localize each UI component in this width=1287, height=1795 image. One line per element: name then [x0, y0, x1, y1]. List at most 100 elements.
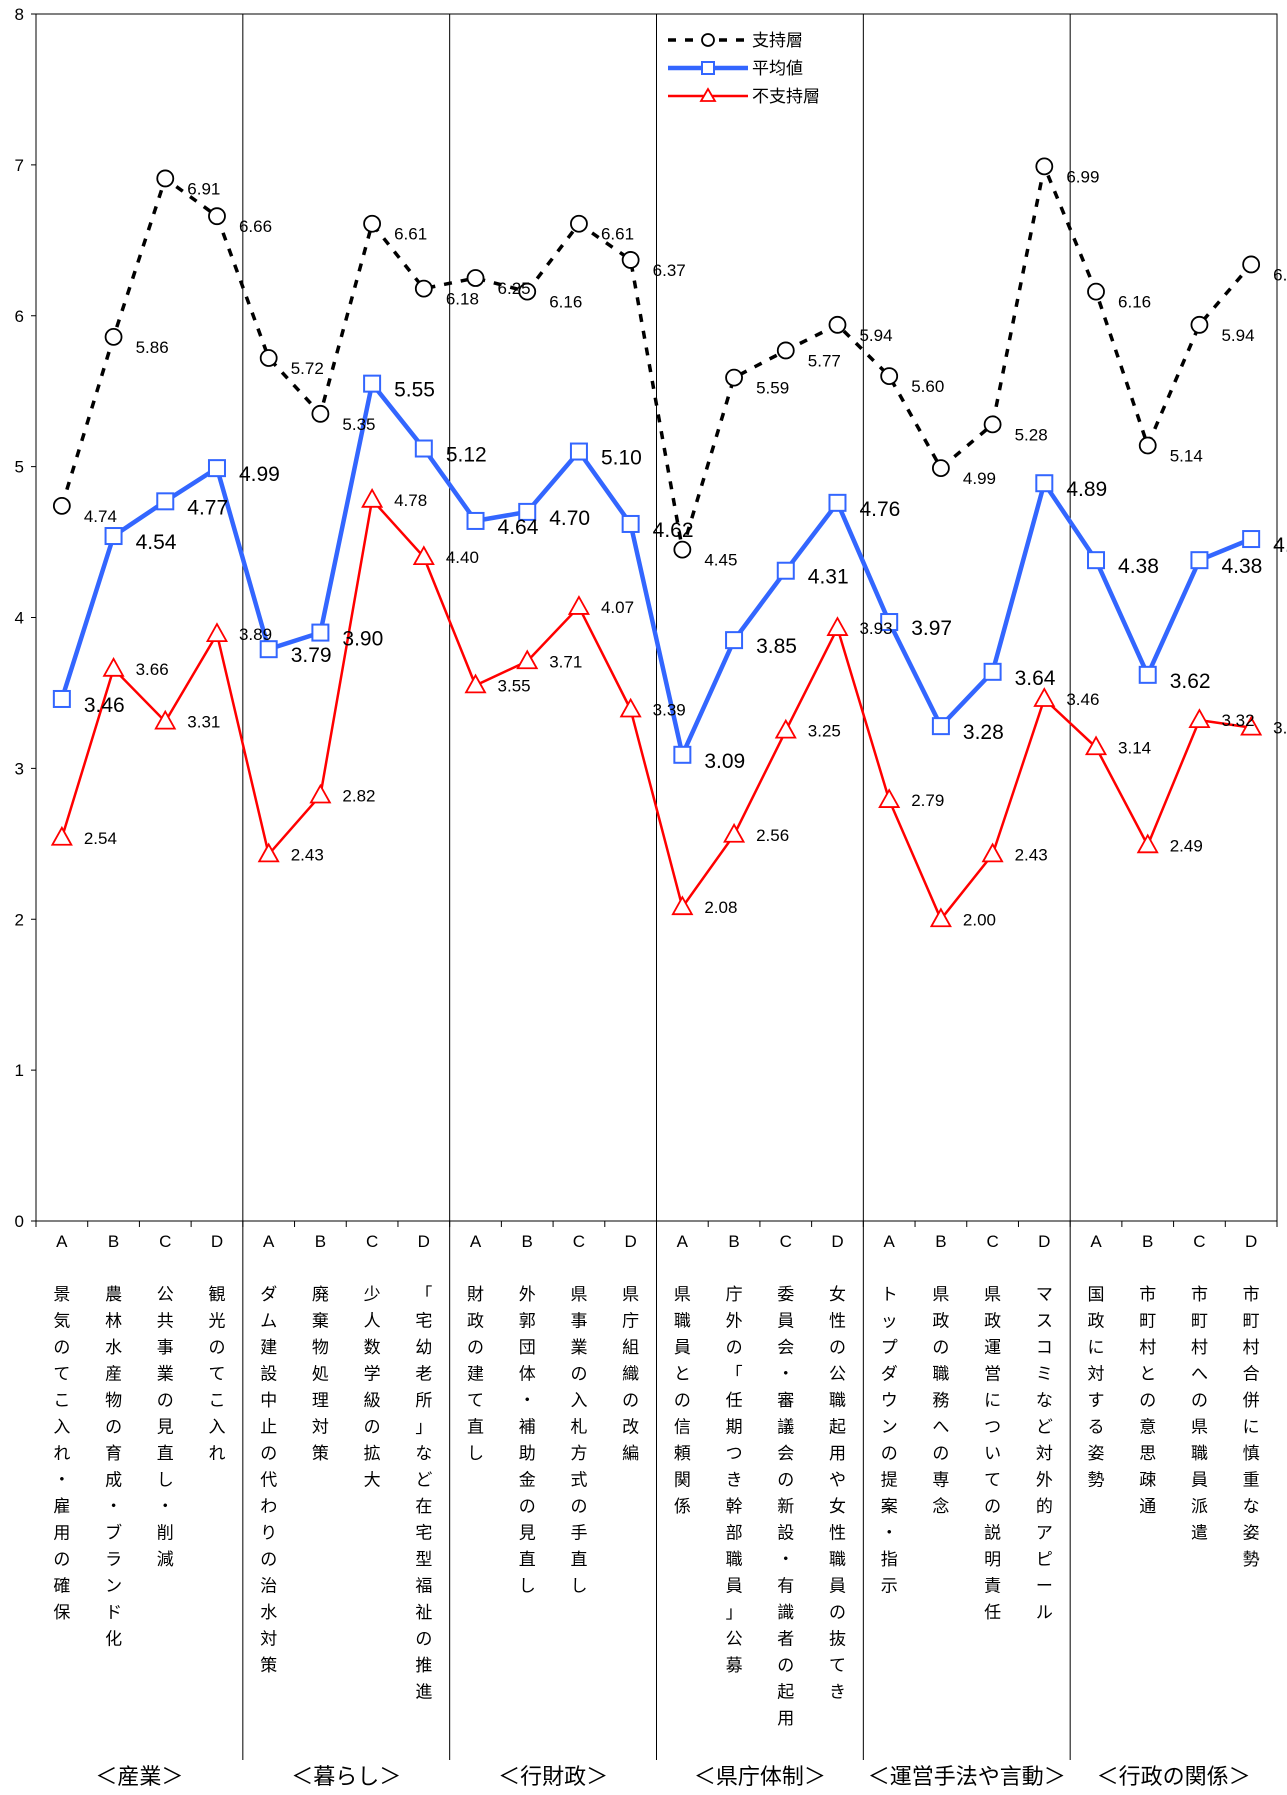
- point-nonsupport: [257, 842, 280, 863]
- data-label-average: 5.55: [394, 379, 435, 402]
- point-support: [414, 279, 433, 298]
- category-label: 県政運営についての説明責任: [984, 1285, 1001, 1623]
- data-label-average: 4.38: [1221, 555, 1262, 578]
- category-label: 庁外の「任期つき幹部職員」公募: [726, 1285, 743, 1676]
- data-label-nonsupport: 3.31: [187, 713, 220, 732]
- point-average: [104, 527, 123, 546]
- x-axis: A B C D A B C D A B C D A B C D A B C D A B C D 景気のてこ入れ・雇用の確保 農林水…: [35, 1221, 1278, 1790]
- x-tick-label: A: [56, 1232, 68, 1251]
- point-nonsupport: [981, 842, 1004, 863]
- point-average: [259, 640, 278, 659]
- category-label: 市町村合併に慎重な姿勢: [1243, 1285, 1260, 1570]
- point-nonsupport: [878, 788, 901, 808]
- y-tick-label: 1: [15, 1061, 24, 1080]
- point-support: [621, 251, 640, 269]
- x-tick-label: B: [108, 1232, 119, 1251]
- point-average: [207, 459, 226, 478]
- legend-support-marker: [701, 33, 715, 47]
- point-average: [1087, 551, 1106, 570]
- category-label: トップダウンの提案・指示: [881, 1285, 898, 1597]
- data-label-support: 4.45: [704, 551, 737, 570]
- category-label: 県事業の入札方式の手直し: [570, 1285, 587, 1597]
- category-label: 廃棄物処理対策: [312, 1285, 329, 1464]
- data-label-nonsupport: 2.00: [963, 910, 996, 929]
- point-nonsupport: [205, 622, 229, 642]
- category-label: 委員会・審議会の新設・有識者の起用: [777, 1285, 794, 1729]
- data-label-average: 3.64: [1015, 667, 1056, 690]
- data-label-average: 4.54: [136, 531, 177, 554]
- y-tick-label: 6: [15, 307, 24, 326]
- data-label-average: 3.90: [342, 628, 383, 651]
- legend-support-label: 支持層: [752, 31, 803, 51]
- x-tick-label: C: [573, 1232, 585, 1251]
- group-label: ＜産業＞: [95, 1765, 183, 1790]
- point-nonsupport: [774, 718, 797, 739]
- point-nonsupport: [1084, 735, 1108, 756]
- point-support: [104, 327, 123, 346]
- data-label-support: 5.14: [1170, 447, 1203, 466]
- point-nonsupport: [619, 697, 642, 718]
- data-label-support: 4.99: [963, 469, 996, 488]
- series-line-support: [60, 160, 1253, 551]
- point-support: [570, 214, 588, 233]
- data-label-average: 4.70: [549, 507, 590, 530]
- point-average: [880, 613, 899, 632]
- point-support: [673, 540, 692, 559]
- category-label: 観光のてこ入れ: [208, 1285, 225, 1464]
- data-label-nonsupport: 2.54: [84, 829, 117, 848]
- category-label: 市町村との意思疎通: [1139, 1285, 1156, 1517]
- point-support: [725, 368, 743, 387]
- point-average: [156, 492, 175, 511]
- point-support: [518, 282, 537, 301]
- point-average: [828, 493, 847, 512]
- point-average: [466, 511, 485, 530]
- data-label-average: 5.10: [601, 447, 642, 470]
- point-average: [1035, 474, 1054, 493]
- point-average: [414, 439, 433, 458]
- x-tick-label: C: [986, 1232, 998, 1251]
- data-label-support: 5.94: [859, 326, 892, 345]
- point-support: [1035, 157, 1054, 176]
- data-label-support: 5.35: [342, 415, 375, 434]
- category-label: 農林水産物の育成・ブランド化: [105, 1285, 122, 1650]
- point-nonsupport: [1136, 833, 1159, 854]
- data-label-support: 6.16: [1118, 293, 1151, 312]
- legend-average-marker: [701, 61, 715, 75]
- data-label-nonsupport: 3.32: [1221, 711, 1254, 730]
- category-label: マスコミなど対外的アピール: [1036, 1285, 1053, 1623]
- data-label-average: 4.38: [1118, 555, 1159, 578]
- point-nonsupport: [102, 656, 125, 677]
- data-label-nonsupport: 2.79: [911, 791, 944, 810]
- point-nonsupport: [567, 595, 590, 615]
- x-tick-label: D: [1038, 1232, 1050, 1251]
- group-label: ＜暮らし＞: [291, 1765, 401, 1790]
- data-label-nonsupport: 2.49: [1170, 836, 1203, 855]
- category-label: 国政に対する姿勢: [1088, 1285, 1105, 1491]
- point-average: [1138, 665, 1157, 684]
- data-label-nonsupport: 3.93: [859, 619, 892, 638]
- point-nonsupport: [1240, 715, 1263, 736]
- category-label: 県庁組織の改編: [622, 1285, 639, 1464]
- point-support: [1138, 436, 1157, 455]
- group-label: ＜運営手法や言動＞: [868, 1765, 1066, 1790]
- point-support: [880, 367, 899, 386]
- data-label-nonsupport: 4.40: [446, 548, 479, 567]
- data-label-average: 4.52: [1273, 534, 1287, 557]
- point-average: [776, 561, 795, 580]
- point-nonsupport: [826, 616, 849, 636]
- y-tick-label: 7: [15, 156, 24, 175]
- x-tick-label: C: [366, 1232, 378, 1251]
- category-label: 財政の建て直し: [467, 1285, 484, 1464]
- data-label-average: 4.76: [859, 498, 900, 521]
- data-label-nonsupport: 3.14: [1118, 738, 1151, 757]
- data-label-average: 3.62: [1170, 670, 1211, 693]
- point-nonsupport: [154, 709, 177, 730]
- point-support: [208, 207, 226, 226]
- point-average: [725, 631, 744, 650]
- data-label-support: 5.77: [808, 351, 841, 370]
- y-tick-label: 5: [15, 458, 24, 477]
- point-average: [1190, 551, 1209, 570]
- point-support: [776, 341, 795, 360]
- point-average: [518, 502, 537, 521]
